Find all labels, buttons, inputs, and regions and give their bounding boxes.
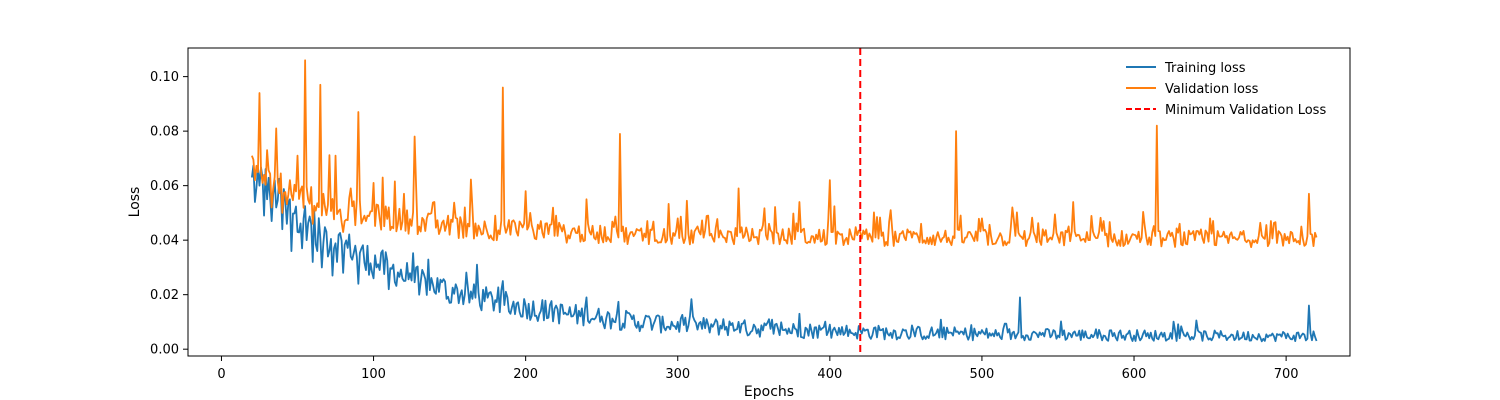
y-tick-label: 0.02 — [150, 288, 179, 303]
x-tick-label: 500 — [970, 367, 995, 382]
x-tick-label: 100 — [361, 367, 386, 382]
x-axis-label: Epochs — [744, 384, 794, 400]
legend: Training loss Validation loss Minimum Va… — [1126, 61, 1326, 118]
y-tick-label: 0.04 — [150, 234, 179, 249]
y-axis-label: Loss — [127, 187, 143, 218]
x-tick-label: 700 — [1274, 367, 1299, 382]
x-axis-ticks: 0 100 200 300 400 500 600 700 — [217, 356, 1299, 382]
y-tick-label: 0.06 — [150, 179, 179, 194]
legend-label-min-validation-loss: Minimum Validation Loss — [1165, 103, 1326, 118]
series-line-validation-loss — [251, 59, 1318, 249]
y-tick-label: 0.08 — [150, 125, 179, 140]
legend-label-training-loss: Training loss — [1164, 61, 1246, 76]
y-tick-label: 0.00 — [150, 343, 179, 358]
legend-label-validation-loss: Validation loss — [1165, 82, 1259, 97]
x-tick-label: 400 — [817, 367, 842, 382]
x-tick-label: 600 — [1122, 367, 1147, 382]
y-axis-ticks: 0.00 0.02 0.04 0.06 0.08 0.10 — [150, 70, 188, 358]
plot-frame — [187, 47, 1351, 357]
y-tick-label: 0.10 — [150, 70, 179, 85]
x-tick-label: 300 — [665, 367, 690, 382]
x-tick-label: 0 — [217, 367, 225, 382]
series-lines — [250, 59, 1318, 343]
x-tick-label: 200 — [513, 367, 538, 382]
series-line-training-loss — [250, 164, 1318, 343]
